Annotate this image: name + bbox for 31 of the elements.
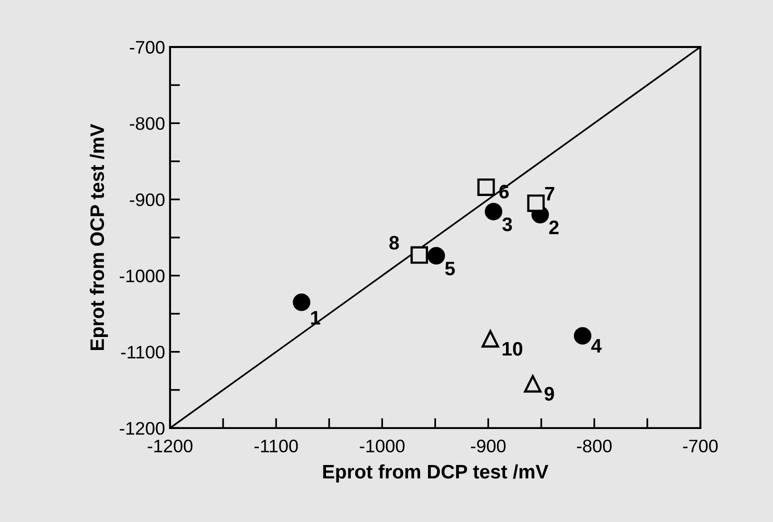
y-tick-label: -900 bbox=[130, 193, 164, 206]
point bbox=[574, 327, 592, 345]
annotation: 3 bbox=[502, 217, 512, 232]
point bbox=[484, 202, 502, 220]
point bbox=[477, 178, 495, 196]
x-tick-label: -1200 bbox=[148, 440, 192, 452]
x-axis-title: Eprot from DCP test /mV bbox=[323, 464, 548, 482]
annotation: 9 bbox=[544, 386, 554, 401]
annotation: 8 bbox=[389, 236, 399, 250]
y-tick-label: -1200 bbox=[120, 422, 164, 435]
annotation: 5 bbox=[445, 262, 455, 276]
point bbox=[482, 330, 500, 348]
x-tick-label: -1000 bbox=[360, 440, 405, 452]
point bbox=[292, 294, 310, 312]
point bbox=[410, 246, 428, 264]
annotation: 2 bbox=[549, 220, 559, 234]
x-tick-label: -1100 bbox=[254, 440, 298, 452]
y-tick-label: -800 bbox=[130, 117, 164, 130]
point bbox=[524, 375, 542, 393]
x-tick-label: -700 bbox=[683, 440, 718, 452]
annotation: 10 bbox=[502, 342, 522, 356]
x-tick-label: -800 bbox=[577, 440, 612, 452]
y-tick-label: -700 bbox=[130, 40, 164, 54]
y-axis-title: Eprot from OCP test /mV bbox=[90, 124, 108, 350]
point bbox=[428, 247, 446, 265]
point bbox=[527, 194, 545, 212]
y-tick-label: -1000 bbox=[120, 270, 164, 282]
x-tick-label: -900 bbox=[470, 440, 506, 452]
y-tick-label: -1100 bbox=[121, 346, 164, 359]
annotation: 7 bbox=[545, 187, 554, 200]
annotation: 4 bbox=[591, 339, 602, 352]
